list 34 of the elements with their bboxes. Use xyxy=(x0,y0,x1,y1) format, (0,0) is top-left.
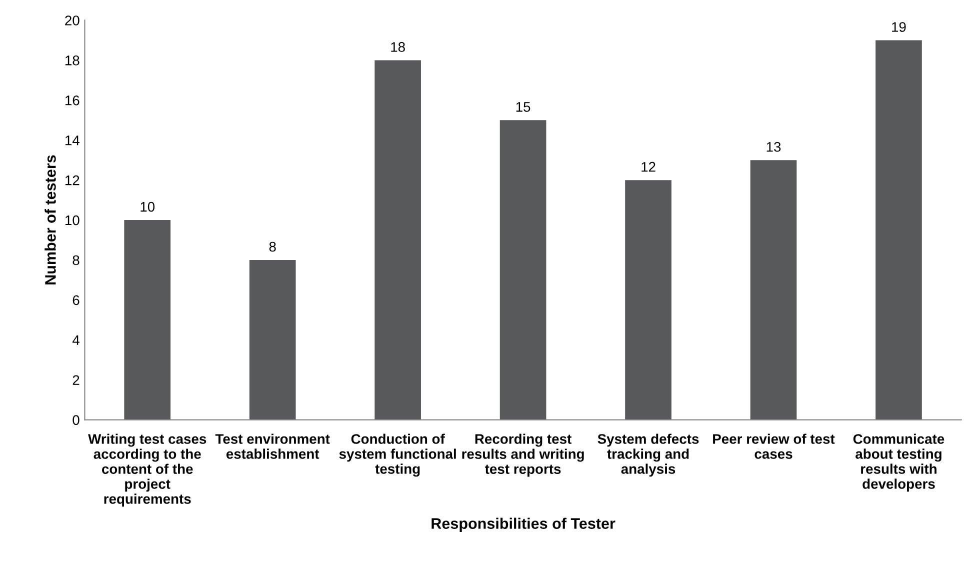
data-label: 18 xyxy=(391,42,405,52)
y-tick-label: 12 xyxy=(65,175,80,186)
bar xyxy=(500,120,546,420)
data-label: 12 xyxy=(642,162,656,172)
data-label: 8 xyxy=(269,242,276,252)
y-tick-label: 2 xyxy=(72,375,80,385)
x-tick-label: System defects tracking and analysis xyxy=(598,434,699,477)
data-label: 13 xyxy=(766,142,781,152)
x-tick-label: Peer review of test cases xyxy=(713,434,835,459)
bar xyxy=(750,160,797,420)
data-label: 19 xyxy=(892,22,906,32)
x-axis-title: Responsibilities of Tester xyxy=(432,518,616,532)
bar xyxy=(625,180,672,420)
x-tick-label: Communicate about testing results with developers xyxy=(853,434,944,492)
bar xyxy=(124,220,171,420)
y-tick-label: 0 xyxy=(72,415,80,425)
x-tick-label: Conduction of system functional testing xyxy=(339,434,456,477)
y-tick-label: 16 xyxy=(65,95,80,106)
data-label: 10 xyxy=(140,202,155,212)
bar xyxy=(876,40,922,420)
y-tick-label: 18 xyxy=(65,56,80,66)
y-tick-label: 4 xyxy=(72,335,80,345)
y-tick-label: 6 xyxy=(72,295,80,306)
y-tick-label: 8 xyxy=(72,255,80,266)
y-tick-label: 20 xyxy=(65,16,80,26)
y-axis-title: Number of testers xyxy=(44,155,56,284)
x-tick-label: Test environment establishment xyxy=(215,434,330,459)
x-tick-label: Recording test results and writing test reports xyxy=(462,434,584,477)
bar xyxy=(374,60,421,420)
y-tick-label: 10 xyxy=(65,215,80,226)
x-tick-label: Writing test cases according to the content of the project requirements xyxy=(88,434,206,507)
y-tick-label: 14 xyxy=(65,136,80,146)
bar xyxy=(249,260,296,420)
data-label: 15 xyxy=(516,102,530,112)
